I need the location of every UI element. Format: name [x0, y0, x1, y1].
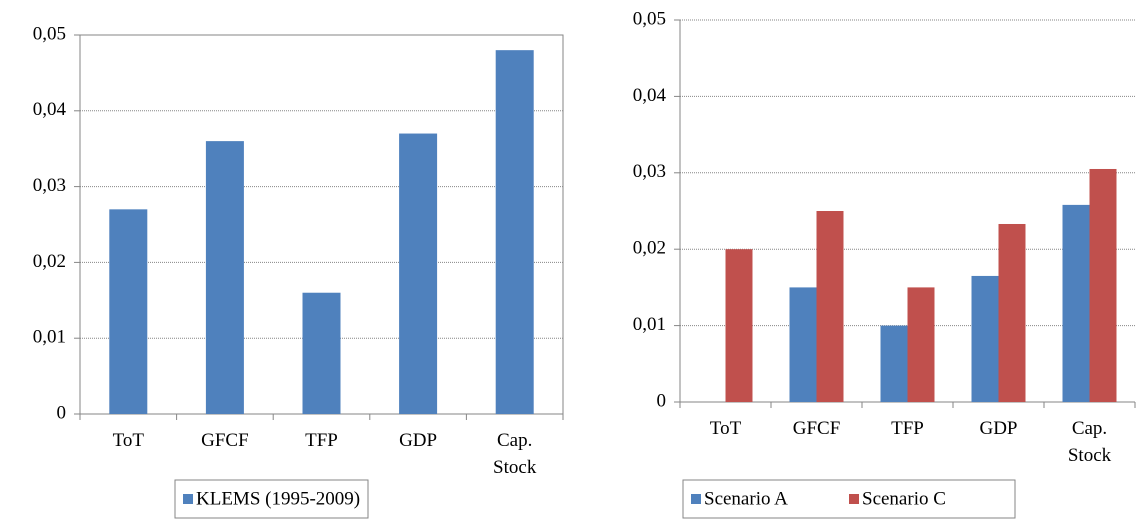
bar — [1062, 204, 1090, 402]
y-tick-label: 0,02 — [633, 238, 666, 259]
y-tick-label: 0,01 — [633, 314, 666, 335]
bar — [495, 50, 534, 414]
bar — [399, 133, 438, 415]
bar — [880, 325, 908, 402]
legend-swatch — [691, 494, 701, 504]
y-tick-label: 0 — [657, 390, 667, 411]
x-tick-label: Cap. Stock — [1067, 418, 1112, 466]
bar — [789, 287, 817, 402]
y-tick-label: 0 — [57, 402, 67, 423]
x-tick-label: TFP — [305, 430, 338, 451]
legend-box — [174, 479, 369, 519]
x-tick-label: TFP — [891, 418, 924, 439]
legend-box — [682, 479, 1016, 519]
bar — [1089, 168, 1117, 402]
x-tick-label: GDP — [399, 430, 438, 451]
legend-label: Scenario A — [704, 488, 788, 509]
bar — [205, 141, 244, 414]
bar — [907, 287, 935, 402]
x-tick-label: GFCF — [201, 430, 249, 451]
legend-label: KLEMS (1995-2009) — [196, 488, 360, 509]
x-tick-label: GDP — [979, 418, 1018, 439]
y-tick-label: 0,03 — [633, 161, 666, 182]
y-tick-label: 0,05 — [33, 23, 66, 44]
bar — [109, 209, 148, 414]
y-tick-label: 0,02 — [33, 251, 66, 272]
legend-swatch — [183, 494, 193, 504]
bar — [816, 211, 844, 402]
x-tick-label: ToT — [709, 418, 742, 439]
y-tick-label: 0,04 — [33, 99, 67, 120]
bar — [725, 249, 753, 402]
bar — [302, 292, 341, 414]
y-tick-label: 0,01 — [33, 327, 66, 348]
x-tick-label: ToT — [112, 430, 144, 451]
legend-label: Scenario C — [862, 488, 946, 509]
y-tick-label: 0,03 — [33, 175, 66, 196]
y-tick-label: 0,04 — [633, 85, 667, 106]
bar — [998, 223, 1026, 402]
x-tick-label: Cap. Stock — [493, 430, 537, 478]
legend-swatch — [849, 494, 859, 504]
x-tick-label: GFCF — [792, 418, 841, 439]
bar — [971, 275, 999, 402]
y-tick-label: 0,05 — [633, 8, 666, 29]
